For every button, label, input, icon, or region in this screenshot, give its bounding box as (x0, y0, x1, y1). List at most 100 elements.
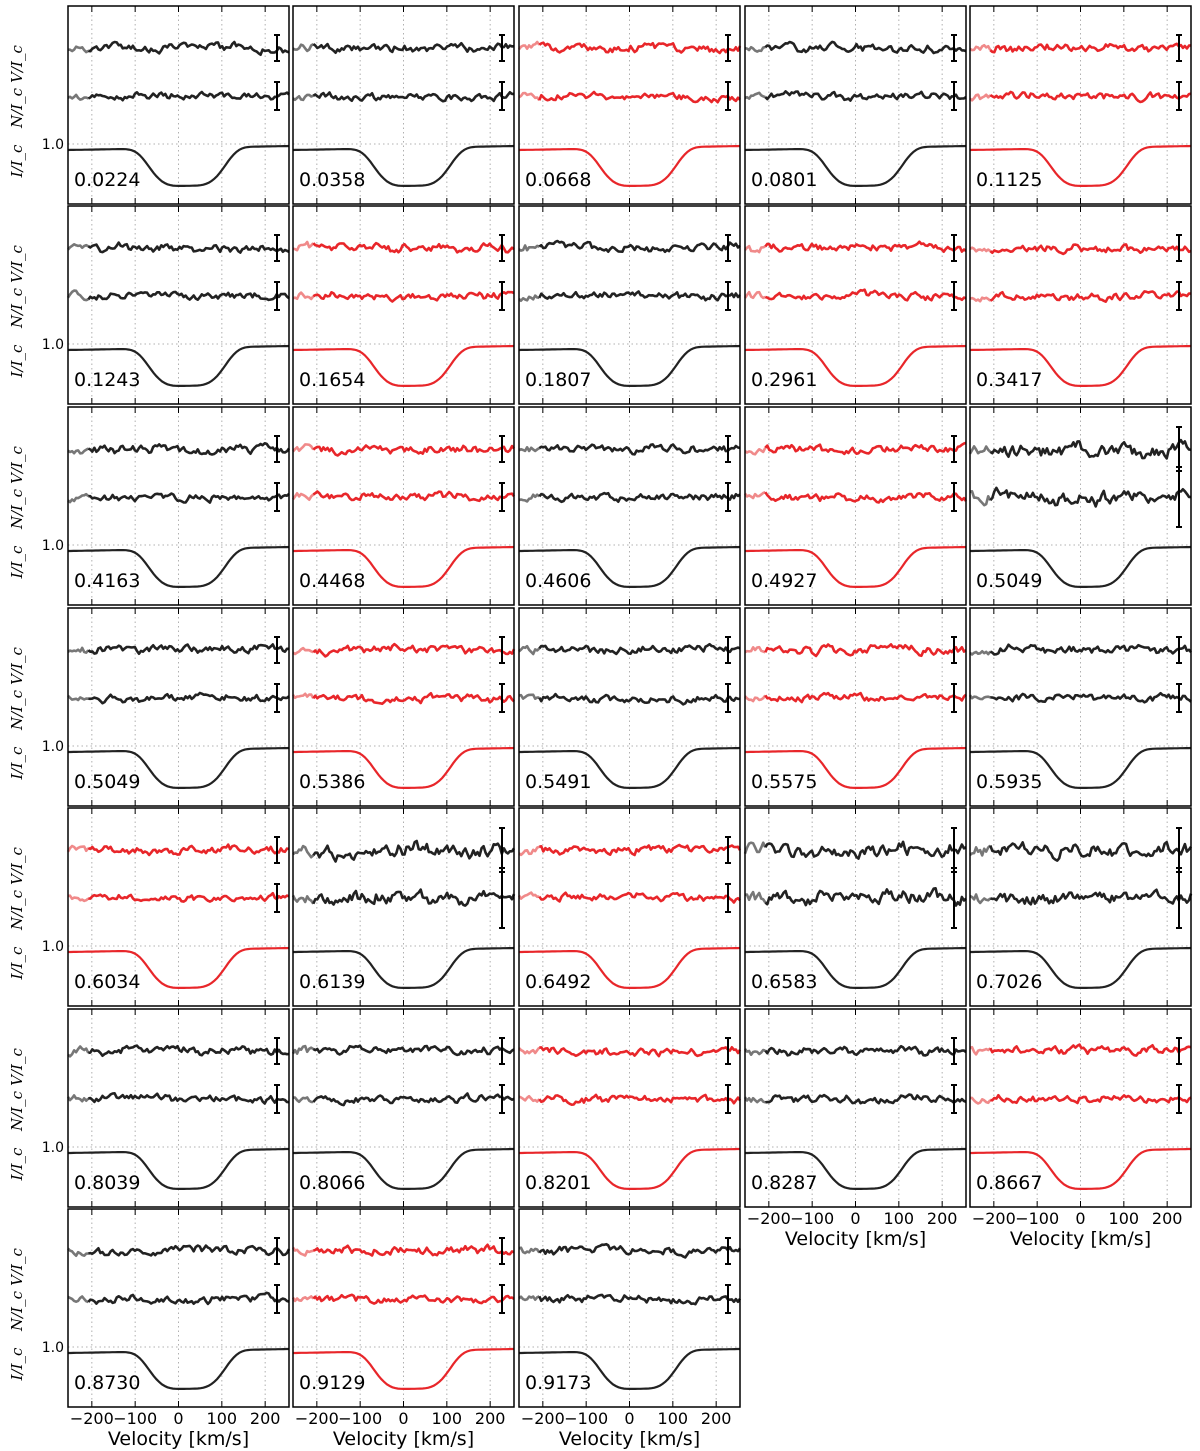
phase-label: 0.6034 (74, 971, 140, 993)
stokes-v-profile-wing (969, 1045, 992, 1056)
panel: 0.6139 (291, 807, 516, 1007)
stokes-v-profile (88, 1244, 291, 1257)
x-tick-label: −100 (113, 1409, 157, 1428)
phase-label: 0.4468 (299, 570, 365, 592)
stokes-v-profile (538, 1242, 742, 1259)
panel: 0.4468 (291, 406, 516, 606)
phase-label: 0.1243 (74, 369, 140, 391)
y-tick-label: 1.0 (42, 337, 64, 353)
x-tick-label: −200 (295, 1409, 339, 1428)
panel: 0.6583 (743, 807, 967, 1007)
null-profile-wing (969, 93, 992, 102)
phase-label: 0.8066 (299, 1172, 365, 1194)
intensity-profile (519, 545, 741, 589)
null-profile (312, 91, 514, 103)
panel: 0.9129 (291, 1208, 515, 1408)
stokes-v-profile (312, 241, 515, 254)
null-profile (87, 1092, 290, 1105)
stokes-v-profile-wing (67, 447, 89, 455)
stokes-v-profile (989, 42, 1192, 54)
panel: 0.5049 (968, 406, 1192, 606)
phase-label: 0.5491 (525, 771, 591, 793)
stokes-v-profile (764, 441, 967, 456)
intensity-profile (67, 344, 290, 387)
x-tick-label: 0 (1075, 1209, 1085, 1228)
null-profile (989, 290, 1192, 304)
y-axis-label: V/I_c (8, 1248, 26, 1286)
stokes-v-profile-wing (291, 1044, 315, 1055)
panel: 0.5935 (968, 607, 1192, 807)
x-tick-label: 200 (701, 1409, 732, 1428)
stokes-v-profile (989, 438, 1192, 460)
null-profile-wing (518, 1295, 540, 1302)
phase-label: 0.7026 (976, 971, 1042, 993)
stokes-v-profile (87, 843, 290, 857)
panel: 0.3417 (969, 205, 1192, 405)
intensity-profile (519, 1347, 740, 1391)
stokes-v-profile (538, 41, 742, 55)
null-profile (312, 691, 515, 706)
phase-label: 0.6139 (299, 971, 365, 993)
null-profile-wing (518, 493, 541, 503)
null-profile (538, 1093, 742, 1106)
null-profile-wing (743, 1096, 766, 1104)
null-profile (764, 491, 968, 504)
null-profile-wing (67, 694, 89, 702)
null-profile-wing (970, 1096, 992, 1105)
y-axis-label: N/I_c (8, 1290, 26, 1332)
x-tick-label: 0 (850, 1209, 860, 1228)
null-profile-wing (969, 296, 992, 303)
null-profile (538, 891, 741, 904)
stokes-v-profile-wing (292, 646, 314, 656)
null-profile (764, 691, 967, 704)
panel: 0.5491 (518, 607, 741, 807)
intensity-profile (970, 946, 1192, 990)
stokes-v-profile (312, 1044, 515, 1057)
null-profile (538, 290, 741, 302)
x-axis-label: Velocity [km/s] (559, 1428, 700, 1450)
null-profile-wing (67, 894, 90, 903)
y-axis-label: I/I_c (8, 1347, 26, 1381)
stokes-v-profile-wing (969, 844, 992, 857)
stokes-v-profile (764, 840, 967, 860)
intensity-profile (292, 344, 515, 387)
null-profile-wing (517, 891, 540, 900)
intensity-profile (293, 946, 515, 990)
null-profile-wing (292, 93, 314, 102)
intensity-profile (970, 545, 1192, 589)
panel: 0.5049 (67, 607, 290, 807)
stokes-v-profile (764, 643, 967, 658)
phase-label: 0.3417 (976, 369, 1042, 391)
x-axis-label: Velocity [km/s] (785, 1228, 926, 1250)
panel: 0.5575 (744, 607, 967, 807)
phase-label: 0.1807 (525, 369, 591, 391)
intensity-profile (745, 1147, 966, 1191)
null-profile (765, 1093, 967, 1105)
y-tick-label: 1.0 (42, 1140, 64, 1156)
panel: 0.0224 (67, 5, 290, 205)
phase-label: 0.0668 (525, 169, 591, 191)
panel: 0.7026 (969, 807, 1193, 1007)
null-profile-wing (518, 91, 541, 102)
stokes-v-profile-wing (68, 45, 89, 54)
phase-label: 0.8667 (976, 1172, 1042, 1194)
stokes-v-profile-wing (291, 1246, 314, 1257)
stokes-v-profile (764, 1044, 967, 1057)
null-profile-wing (744, 694, 767, 703)
stokes-v-profile-wing (292, 844, 315, 859)
stokes-v-profile (312, 1243, 515, 1257)
null-profile (989, 486, 1192, 508)
x-tick-label: −100 (790, 1209, 834, 1228)
x-tick-label: 200 (927, 1209, 958, 1228)
stokes-v-profile-wing (517, 40, 541, 51)
stokes-v-profile-wing (518, 1046, 541, 1055)
stokes-v-profile (312, 444, 515, 457)
intensity-profile (68, 1347, 289, 1391)
y-axis-label: V/I_c (8, 446, 26, 484)
null-profile (990, 691, 1192, 704)
x-tick-label: 200 (250, 1409, 281, 1428)
null-profile-wing (968, 694, 991, 701)
null-profile (88, 891, 290, 903)
stokes-v-profile-wing (518, 445, 540, 453)
null-profile (989, 90, 1192, 104)
